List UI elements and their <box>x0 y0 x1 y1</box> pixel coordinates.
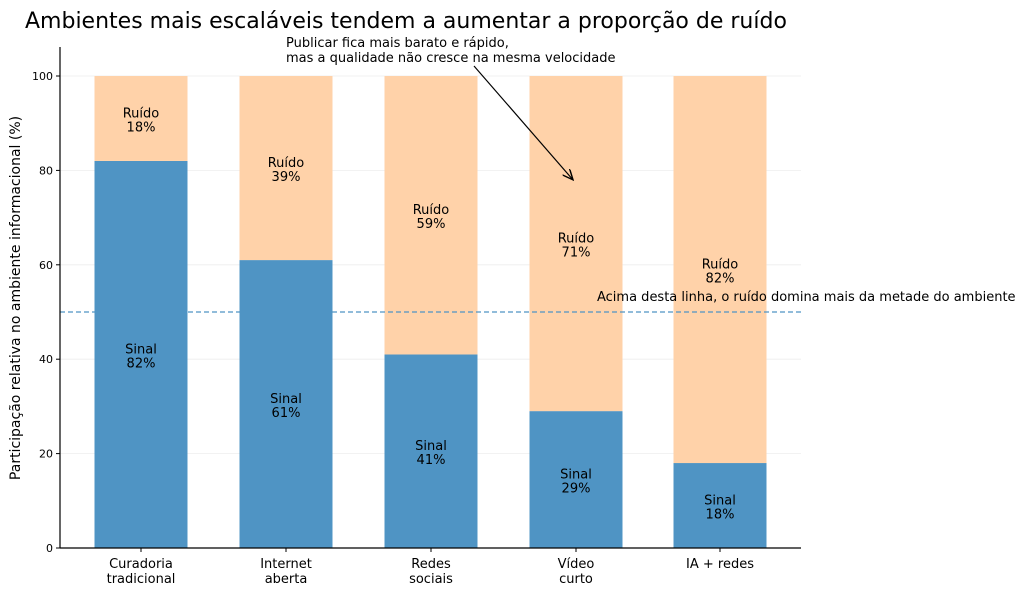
bar-label-ruido-name: Ruído <box>268 156 305 171</box>
x-tick-label: Curadoria <box>109 557 173 572</box>
x-tick-label: curto <box>559 572 593 587</box>
bar-label-ruido-value: 59% <box>417 217 446 232</box>
bar-label-sinal-value: 61% <box>272 406 301 421</box>
bar-label-sinal-name: Sinal <box>415 439 447 454</box>
x-tick-label: Vídeo <box>558 557 595 572</box>
bar-label-sinal-name: Sinal <box>125 342 157 357</box>
y-tick-label: 0 <box>46 542 53 555</box>
y-tick-label: 100 <box>32 70 53 83</box>
x-tick-label: Internet <box>260 557 312 572</box>
bar-sinal <box>239 260 333 548</box>
bar-label-sinal-value: 29% <box>562 482 591 497</box>
bar-label-ruido-value: 18% <box>127 120 156 135</box>
bar-sinal <box>94 160 188 548</box>
bar-label-ruido-name: Ruído <box>558 232 595 247</box>
bar-ruido <box>673 76 767 464</box>
bar-label-sinal-value: 41% <box>417 453 446 468</box>
bar-label-sinal-name: Sinal <box>560 468 592 483</box>
bar-label-sinal-name: Sinal <box>270 392 302 407</box>
annotation-arrow <box>473 65 573 180</box>
bar-label-sinal-name: Sinal <box>704 494 736 509</box>
bar-label-ruido-value: 39% <box>272 170 301 185</box>
x-tick-label: tradicional <box>107 572 176 587</box>
bar-sinal <box>384 354 478 548</box>
bar-label-ruido-name: Ruído <box>413 203 450 218</box>
x-tick-label: IA + redes <box>686 557 754 572</box>
x-tick-label: aberta <box>265 572 308 587</box>
bar-sinal <box>673 463 767 548</box>
bar-label-ruido-name: Ruído <box>702 258 739 273</box>
y-tick-label: 80 <box>39 164 53 177</box>
bar-ruido <box>239 76 333 261</box>
bar-ruido <box>529 76 623 412</box>
annotation-group: Publicar fica mais barato e rápido,mas a… <box>286 36 615 180</box>
bar-sinal <box>529 411 623 548</box>
x-tick-label: sociais <box>409 572 453 587</box>
bar-label-sinal-value: 82% <box>127 356 156 371</box>
bar-label-sinal-value: 18% <box>706 508 735 523</box>
annotation-text: mas a qualidade não cresce na mesma velo… <box>286 51 615 66</box>
bar-ruido <box>384 76 478 355</box>
y-tick-label: 20 <box>39 448 53 461</box>
y-tick-label: 40 <box>39 353 53 366</box>
bars-group: Sinal82%Ruído18%Sinal61%Ruído39%Sinal41%… <box>94 76 767 548</box>
bar-label-ruido-value: 82% <box>706 272 735 287</box>
reference-line-group: Acima desta linha, o ruído domina mais d… <box>60 290 1016 313</box>
reference-line-label: Acima desta linha, o ruído domina mais d… <box>597 290 1016 305</box>
y-tick-label: 60 <box>39 259 53 272</box>
chart-title: Ambientes mais escaláveis tendem a aumen… <box>25 9 787 34</box>
annotation-text: Publicar fica mais barato e rápido, <box>286 36 509 51</box>
y-axis-label: Participação relativa no ambiente inform… <box>8 116 24 480</box>
bar-label-ruido-name: Ruído <box>123 106 160 121</box>
x-tick-label: Redes <box>411 557 451 572</box>
bar-label-ruido-value: 71% <box>562 246 591 261</box>
bar-ruido <box>94 76 188 161</box>
